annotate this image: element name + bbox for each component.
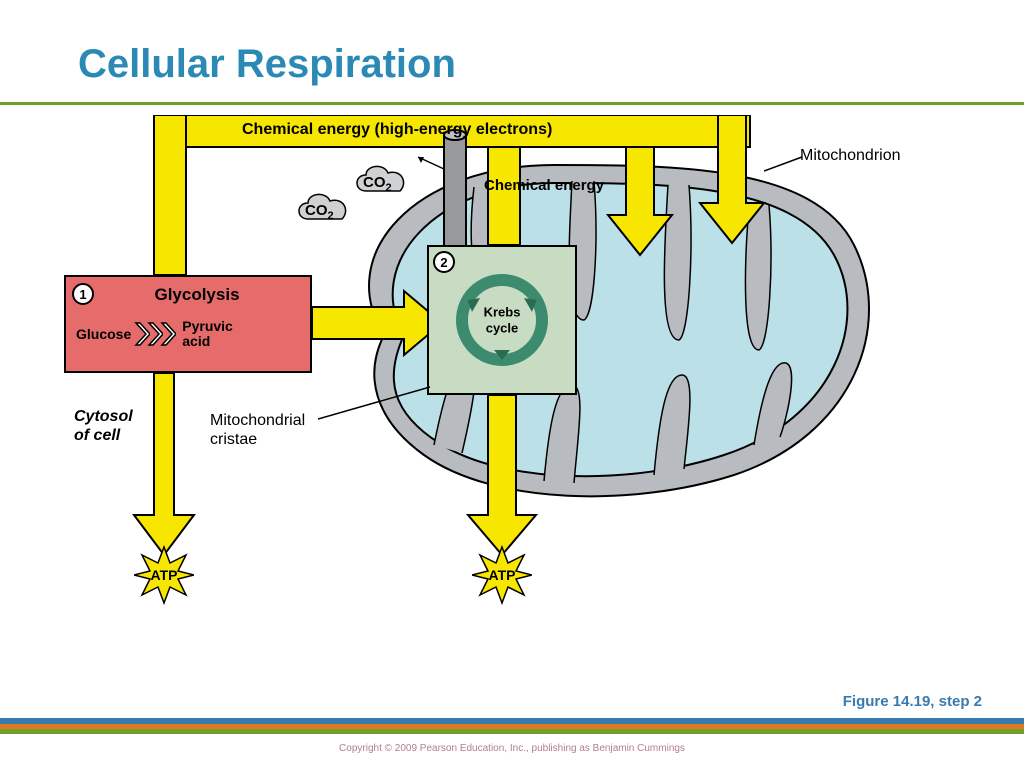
cristae-leader [318,385,438,425]
page-title: Cellular Respiration [78,42,456,87]
krebs-box: 2 Krebs cycle [427,245,577,395]
co2-label-2: CO2 [305,202,334,222]
glucose-label: Glucose [76,326,131,342]
atp-burst-2: ATP [472,545,532,605]
chemical-energy-short-label: Chemical energy [484,177,604,194]
title-underline [0,102,1024,105]
glycolysis-title: Glycolysis [94,285,300,305]
stripe-green [0,729,1024,734]
mitochondrion-leader [764,155,804,175]
pyruvic-acid-label: Pyruvic acid [182,319,233,350]
cytosol-label: Cytosol of cell [74,407,133,445]
step-1-badge: 1 [72,283,94,305]
chemical-energy-banner-label: Chemical energy (high-energy electrons) [242,121,552,139]
krebs-label: Krebs cycle [484,304,521,335]
atp-label-2: ATP [489,567,516,583]
co2-cloud-2: CO2 [294,189,352,231]
co2-cloud-1: CO2 [352,161,410,203]
atp-label-1: ATP [151,567,178,583]
step-2-badge: 2 [433,251,455,273]
glycolysis-chevrons [137,321,176,347]
figure-number: Figure 14.19, step 2 [843,693,982,710]
diagram-area: Chemical energy (high-energy electrons) … [64,115,964,655]
copyright-text: Copyright © 2009 Pearson Education, Inc.… [0,743,1024,754]
mitochondrion-label: Mitochondrion [800,147,901,165]
slide: Cellular Respiration [0,0,1024,768]
footer-stripes [0,718,1024,734]
atp-burst-1: ATP [134,545,194,605]
mito-cristae-label: Mitochondrial cristae [210,411,305,449]
glycolysis-box: 1 Glycolysis Glucose Pyruvic acid [64,275,312,373]
co2-label-1: CO2 [363,174,392,194]
krebs-cycle-icon: Krebs cycle [454,272,550,368]
chimney-arrow [408,151,448,175]
